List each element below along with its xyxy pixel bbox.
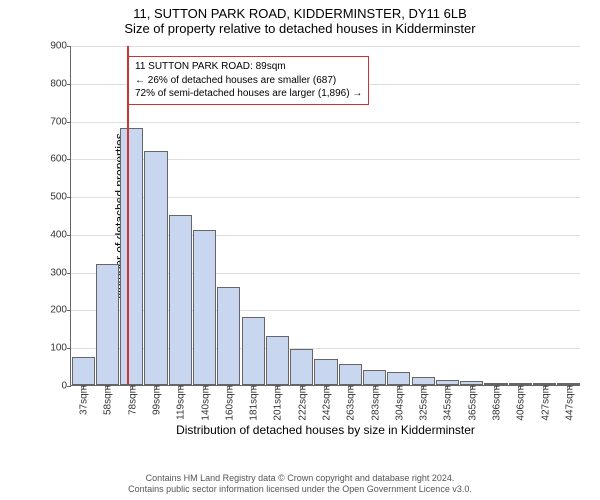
histogram-bar <box>290 349 313 385</box>
histogram-bar <box>169 215 192 385</box>
x-tick-label: 99sqm <box>150 385 163 415</box>
y-tick-label: 300 <box>50 267 71 278</box>
histogram-bar <box>217 287 240 385</box>
chart-title-line2: Size of property relative to detached ho… <box>0 21 600 36</box>
histogram-bar <box>412 377 435 385</box>
x-tick-label: 160sqm <box>222 385 235 421</box>
x-tick-label: 78sqm <box>125 385 138 415</box>
x-tick-label: 283sqm <box>368 385 381 421</box>
x-tick-label: 365sqm <box>465 385 478 421</box>
annotation-line: 72% of semi-detached houses are larger (… <box>135 87 362 101</box>
y-tick-label: 100 <box>50 343 71 354</box>
y-tick-label: 700 <box>50 116 71 127</box>
x-tick-label: 325sqm <box>417 385 430 421</box>
footer-line2: Contains public sector information licen… <box>0 484 600 496</box>
histogram-bar <box>242 317 265 385</box>
y-tick-label: 400 <box>50 229 71 240</box>
histogram-bar <box>363 370 386 385</box>
x-tick-label: 304sqm <box>392 385 405 421</box>
x-tick-label: 427sqm <box>538 385 551 421</box>
y-tick-label: 800 <box>50 78 71 89</box>
y-tick-label: 500 <box>50 192 71 203</box>
footer-line1: Contains HM Land Registry data © Crown c… <box>0 473 600 485</box>
chart-title-block: 11, SUTTON PARK ROAD, KIDDERMINSTER, DY1… <box>0 0 600 36</box>
histogram-bar <box>387 372 410 385</box>
histogram-bar <box>120 128 143 385</box>
x-tick-label: 242sqm <box>320 385 333 421</box>
histogram-bar <box>193 230 216 385</box>
y-tick-label: 900 <box>50 41 71 52</box>
y-tick-label: 200 <box>50 305 71 316</box>
x-axis-label: Distribution of detached houses by size … <box>176 423 475 437</box>
histogram-bar <box>339 364 362 385</box>
y-tick-label: 0 <box>61 381 71 392</box>
chart-title-line1: 11, SUTTON PARK ROAD, KIDDERMINSTER, DY1… <box>0 6 600 21</box>
plot-area: Number of detached properties Distributi… <box>70 46 580 386</box>
y-tick-label: 600 <box>50 154 71 165</box>
annotation-box: 11 SUTTON PARK ROAD: 89sqm← 26% of detac… <box>128 56 369 105</box>
x-tick-label: 263sqm <box>344 385 357 421</box>
grid-line <box>71 46 580 47</box>
x-tick-label: 406sqm <box>514 385 527 421</box>
x-tick-label: 140sqm <box>198 385 211 421</box>
histogram-bar <box>96 264 119 385</box>
annotation-line: 11 SUTTON PARK ROAD: 89sqm <box>135 60 362 74</box>
x-tick-label: 222sqm <box>295 385 308 421</box>
x-tick-label: 37sqm <box>77 385 90 415</box>
histogram-bar <box>314 359 337 385</box>
x-tick-label: 201sqm <box>271 385 284 421</box>
histogram-bar <box>72 357 95 385</box>
x-tick-label: 345sqm <box>441 385 454 421</box>
x-tick-label: 386sqm <box>490 385 503 421</box>
histogram-bar <box>266 336 289 385</box>
x-tick-label: 58sqm <box>101 385 114 415</box>
histogram-bar <box>144 151 167 385</box>
annotation-line: ← 26% of detached houses are smaller (68… <box>135 74 362 88</box>
attribution-footer: Contains HM Land Registry data © Crown c… <box>0 473 600 496</box>
x-tick-label: 119sqm <box>174 385 187 420</box>
x-tick-label: 447sqm <box>562 385 575 421</box>
chart-container: Number of detached properties Distributi… <box>50 46 580 426</box>
x-tick-label: 181sqm <box>247 385 260 421</box>
grid-line <box>71 122 580 123</box>
